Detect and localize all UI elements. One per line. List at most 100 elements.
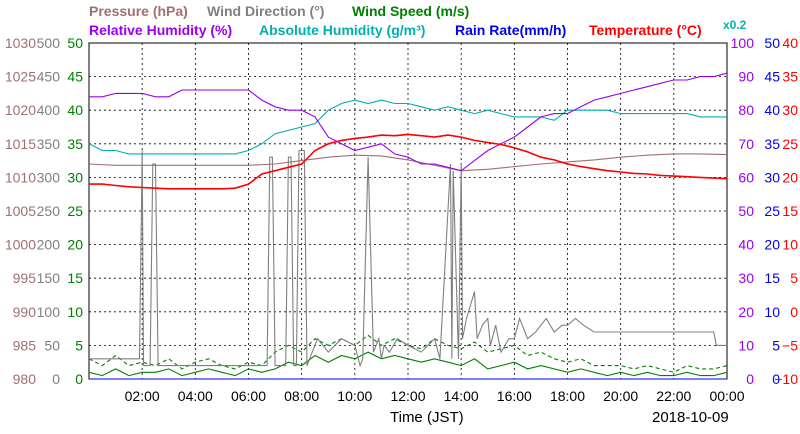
tick-label-wdir: 300 xyxy=(37,169,61,185)
legend-pressure: Pressure (hPa) xyxy=(89,3,188,19)
tick-label-temp: 40 xyxy=(782,35,798,51)
tick-label-wspd: 25 xyxy=(67,203,83,219)
x-tick-label: 22:00 xyxy=(656,388,691,404)
tick-label-wspd: 5 xyxy=(75,337,83,353)
x-tick-label: 12:00 xyxy=(390,388,425,404)
series-pressure-line xyxy=(88,153,728,172)
tick-label-rain: 0 xyxy=(772,371,780,387)
chart-date: 2018-10-09 xyxy=(652,409,729,426)
legend-ah-scale: x0.2 xyxy=(723,18,747,32)
tick-label-pressure: 1030 xyxy=(5,35,36,51)
tick-label-wdir: 100 xyxy=(37,304,61,320)
tick-label-rh: 30 xyxy=(738,270,754,286)
tick-label-rh: 40 xyxy=(738,237,754,253)
x-tick-label: 20:00 xyxy=(603,388,638,404)
tick-label-wspd: 45 xyxy=(67,69,83,85)
tick-label-wspd: 0 xyxy=(75,371,83,387)
tick-label-pressure: 980 xyxy=(13,371,37,387)
x-axis-label: Time (JST) xyxy=(390,409,464,426)
tick-label-rain: 10 xyxy=(764,304,780,320)
tick-label-rh: 10 xyxy=(738,337,754,353)
tick-label-temp: −5 xyxy=(782,337,798,353)
axis-labels: 1030102510201015101010051000995990985980… xyxy=(5,35,798,387)
series-rh-line xyxy=(89,72,728,172)
x-tick-labels: 02:00 04:00 06:00 08:00 10:00 12:00 14:00 16:00… xyxy=(125,388,745,404)
tick-label-wdir: 0 xyxy=(52,371,60,387)
legend-rain-rate: Rain Rate(mm/h) xyxy=(455,22,566,38)
tick-label-pressure: 995 xyxy=(13,270,37,286)
tick-label-pressure: 1010 xyxy=(5,169,36,185)
tick-label-temp: 5 xyxy=(790,270,798,286)
tick-label-rain: 25 xyxy=(764,203,780,219)
x-tick-label: 00:00 xyxy=(709,388,744,404)
tick-label-wdir: 450 xyxy=(37,69,61,85)
tick-label-rh: 20 xyxy=(738,304,754,320)
series-ah-line xyxy=(88,99,727,155)
tick-label-temp: 30 xyxy=(782,102,798,118)
legend-wind-speed: Wind Speed (m/s) xyxy=(352,3,469,19)
tick-label-wdir: 200 xyxy=(37,237,61,253)
x-tick-label: 04:00 xyxy=(178,388,213,404)
tick-label-rh: 70 xyxy=(738,136,754,152)
x-tick-label: 02:00 xyxy=(125,388,160,404)
tick-label-temp: 20 xyxy=(782,169,798,185)
x-tick-label: 10:00 xyxy=(337,388,372,404)
tick-label-pressure: 1020 xyxy=(5,102,36,118)
tick-label-rh: 80 xyxy=(738,102,754,118)
tick-label-rh: 60 xyxy=(738,169,754,185)
tick-label-wdir: 50 xyxy=(44,337,60,353)
series-group xyxy=(88,72,728,380)
tick-label-rain: 40 xyxy=(764,102,780,118)
tick-label-rain: 35 xyxy=(764,136,780,152)
legend-relative-humidity: Relative Humidity (%) xyxy=(89,22,232,38)
tick-label-pressure: 1000 xyxy=(5,237,36,253)
tick-label-wdir: 350 xyxy=(37,136,61,152)
tick-label-rain: 15 xyxy=(764,270,780,286)
tick-label-rh: 90 xyxy=(738,69,754,85)
series-wgust-line xyxy=(88,334,728,373)
tick-label-wspd: 20 xyxy=(67,237,83,253)
tick-label-wspd: 35 xyxy=(67,136,83,152)
tick-label-temp: 35 xyxy=(782,69,798,85)
grid xyxy=(89,43,727,379)
x-tick-label: 08:00 xyxy=(284,388,319,404)
legend-wind-direction: Wind Direction (°) xyxy=(207,3,324,19)
legend-temperature: Temperature (°C) xyxy=(589,22,702,38)
tick-label-rain: 50 xyxy=(764,35,780,51)
tick-label-wdir: 250 xyxy=(37,203,61,219)
tick-label-wspd: 30 xyxy=(67,169,83,185)
x-tick-label: 16:00 xyxy=(497,388,532,404)
series-wspd-line xyxy=(88,351,728,377)
series-temp-line xyxy=(89,133,728,190)
tick-label-pressure: 985 xyxy=(13,337,37,353)
legend-absolute-humidity: Absolute Humidity (g/m³) xyxy=(259,22,425,38)
tick-label-rh: 100 xyxy=(731,35,755,51)
tick-label-temp: 25 xyxy=(782,136,798,152)
tick-label-pressure: 990 xyxy=(13,304,37,320)
tick-label-pressure: 1025 xyxy=(5,69,36,85)
tick-label-wdir: 400 xyxy=(37,102,61,118)
tick-label-rain: 5 xyxy=(772,337,780,353)
tick-label-rain: 30 xyxy=(764,169,780,185)
tick-label-wspd: 15 xyxy=(67,270,83,286)
tick-label-temp: 10 xyxy=(782,237,798,253)
tick-label-temp: 15 xyxy=(782,203,798,219)
tick-label-wdir: 150 xyxy=(37,270,61,286)
x-tick-label: 18:00 xyxy=(550,388,585,404)
tick-label-rh: 0 xyxy=(746,371,754,387)
tick-label-wspd: 40 xyxy=(67,102,83,118)
tick-label-rain: 20 xyxy=(764,237,780,253)
tick-label-rain: 45 xyxy=(764,69,780,85)
tick-label-wspd: 10 xyxy=(67,304,83,320)
tick-label-pressure: 1015 xyxy=(5,136,36,152)
tick-label-temp: 0 xyxy=(790,304,798,320)
tick-label-pressure: 1005 xyxy=(5,203,36,219)
series-wdir-line xyxy=(89,149,727,368)
x-tick-label: 14:00 xyxy=(444,388,479,404)
tick-label-wspd: 50 xyxy=(67,35,83,51)
tick-label-rh: 50 xyxy=(738,203,754,219)
tick-label-temp: −10 xyxy=(774,371,798,387)
x-tick-label: 06:00 xyxy=(231,388,266,404)
